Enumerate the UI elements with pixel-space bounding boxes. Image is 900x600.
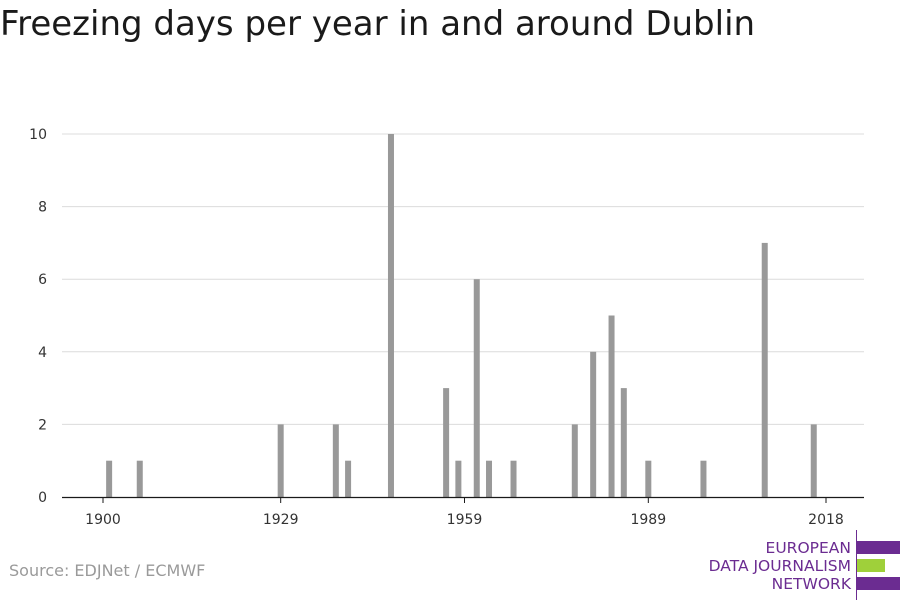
- logo-divider: [856, 530, 857, 600]
- bar-1998: [700, 460, 707, 497]
- logo-stripe-bottom: [857, 577, 900, 590]
- y-tick-label: 0: [38, 490, 47, 506]
- bar-1989: [645, 460, 652, 497]
- source-note: Source: EDJNet / ECMWF: [9, 561, 206, 580]
- logo-line-3: NETWORK: [771, 575, 851, 593]
- logo-stripe-middle: [857, 559, 885, 572]
- bar-1977: [571, 424, 578, 497]
- chart-title: Freezing days per year in and around Dub…: [0, 4, 756, 44]
- bar-1938: [332, 424, 339, 497]
- bar-1956: [443, 388, 450, 497]
- y-tick-label: 2: [38, 417, 47, 433]
- bar-1940: [345, 460, 352, 497]
- bar-1929: [277, 424, 284, 497]
- x-tick-label: 1929: [263, 512, 299, 528]
- bar-1947: [387, 134, 394, 497]
- logo-line-1: EUROPEAN: [765, 539, 851, 557]
- x-tick-label: 1900: [85, 512, 121, 528]
- edjnet-logo: EUROPEAN DATA JOURNALISM NETWORK: [700, 528, 900, 600]
- x-tick-label: 2018: [808, 512, 844, 528]
- bar-1967: [510, 460, 517, 497]
- bar-1980: [590, 351, 597, 497]
- bars: [106, 134, 817, 497]
- bar-1901: [106, 460, 113, 497]
- bar-1963: [486, 460, 493, 497]
- y-tick-label: 6: [38, 272, 47, 288]
- y-tick-label: 8: [38, 200, 47, 216]
- gridlines: [62, 133, 864, 425]
- logo-stripe-top: [857, 541, 900, 554]
- bar-1958: [455, 460, 462, 497]
- bar-2008: [761, 242, 768, 497]
- y-tick-label: 10: [29, 127, 47, 143]
- x-tick-label: 1989: [630, 512, 666, 528]
- logo-line-2: DATA JOURNALISM: [708, 557, 851, 575]
- bar-2016: [810, 424, 817, 497]
- bar-1983: [608, 315, 615, 497]
- y-tick-label: 4: [38, 345, 47, 361]
- x-tick-label: 1959: [447, 512, 483, 528]
- bar-1985: [620, 388, 627, 497]
- axes: 0 2 4 6 8 10 1900 1929 1959 1989 2018: [29, 127, 864, 528]
- bar-1961: [473, 279, 480, 497]
- bar-1906: [136, 460, 143, 497]
